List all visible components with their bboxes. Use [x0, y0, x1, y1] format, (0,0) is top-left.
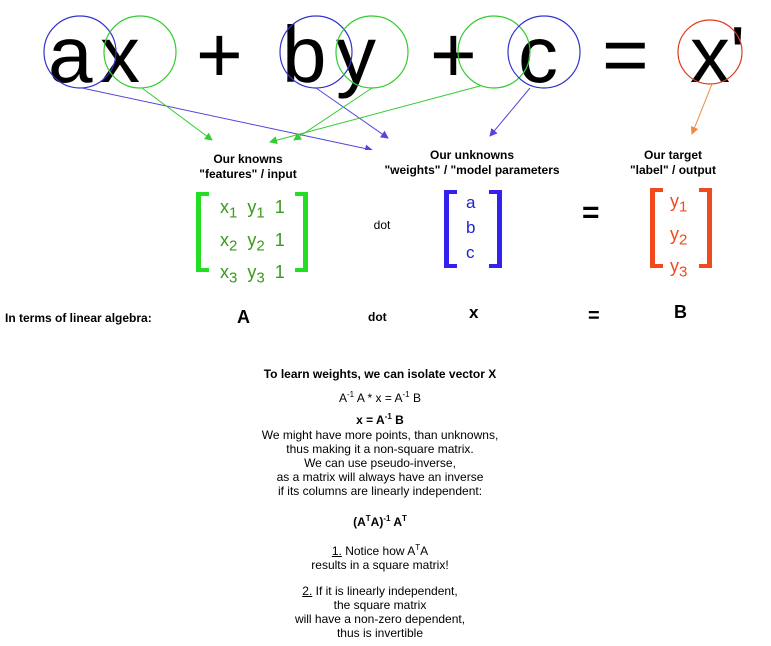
paragraph-line-4: as a matrix will always have an inverse: [276, 470, 484, 484]
explanation-step2: x = A-1 B: [356, 412, 404, 427]
explanation-heading: To learn weights, we can isolate vector …: [263, 367, 497, 381]
note-1-line-2: results in a square matrix!: [311, 558, 449, 572]
paragraph-line-1: We might have more points, than unknowns…: [261, 428, 499, 442]
note-2-line-1: 2. If it is linearly independent,: [200, 584, 560, 598]
note-2-line-3: will have a non-zero dependent,: [294, 612, 466, 626]
target-left-bracket: [650, 188, 663, 268]
knowns-title: Our knowns: [213, 152, 283, 166]
unknowns-rows: a b c: [466, 190, 475, 265]
la-dot: dot: [368, 310, 387, 324]
circle-x: [103, 15, 177, 89]
knowns-rows: x1 y1 1 x2 y2 1 x3 y3 1: [220, 194, 285, 292]
target-rows: y1 y2 y3: [670, 188, 687, 286]
pseudo-inverse-formula: (ATA)-1 AT: [353, 514, 407, 529]
unknowns-right-bracket: [489, 190, 502, 268]
paragraph-line-3: We can use pseudo-inverse,: [304, 456, 456, 470]
circle-c: [507, 15, 581, 89]
term-a: a: [48, 10, 93, 99]
knowns-right-bracket: [295, 192, 308, 272]
circle-one: [457, 15, 531, 89]
target-title: Our target: [643, 148, 702, 162]
note-1-line-1: 1. Notice how ATA: [331, 543, 429, 558]
note-2-line-1-text: If it is linearly independent,: [315, 584, 458, 598]
unknowns-label: Our unknowns "weights" / "model paramete…: [372, 148, 572, 178]
explanation-step1: A-1 A * x = A-1 B: [339, 390, 421, 405]
unknowns-left-bracket: [444, 190, 457, 268]
arrow-x: [141, 87, 213, 141]
knowns-left-bracket: [196, 192, 209, 272]
unknowns-row-1: a: [466, 193, 476, 212]
paragraph-line-2: thus making it a non-square matrix.: [286, 442, 474, 456]
term-b: b: [282, 10, 327, 99]
unknowns-subtitle: "weights" / "model parameters: [384, 163, 560, 177]
target-matrix: y1 y2 y3: [650, 188, 712, 281]
unknowns-matrix: a b c: [444, 190, 502, 268]
target-row-3: y3: [670, 256, 688, 281]
unknowns-row-2: b: [466, 218, 476, 237]
target-label: Our target "label" / output: [618, 148, 728, 178]
term-plus1: +: [196, 10, 243, 99]
note-2-line-2: the square matrix: [333, 598, 427, 612]
arrow-one: [269, 85, 481, 145]
knowns-row-3: x3 y3 1: [220, 262, 285, 287]
term-y: y: [336, 10, 376, 99]
la-B: B: [674, 302, 687, 322]
la-x: x: [469, 303, 479, 322]
note-1-number: 1.: [331, 544, 342, 558]
knowns-matrix: x1 y1 1 x2 y2 1 x3 y3 1: [196, 192, 308, 287]
la-equals: =: [588, 305, 600, 327]
dot-op: dot: [373, 218, 391, 232]
explanation-paragraph: We might have more points, than unknowns…: [200, 428, 560, 498]
note-2-number: 2.: [302, 584, 313, 598]
knowns-label: Our knowns "features" / input: [178, 152, 318, 182]
term-c: c: [518, 10, 558, 99]
equation-diagram: a x + b y + c = x': [43, 10, 745, 150]
unknowns-title: Our unknowns: [430, 148, 514, 162]
arrow-a: [81, 87, 373, 150]
paragraph-line-5: if its columns are linearly independent:: [277, 484, 483, 498]
circle-a: [43, 15, 117, 89]
term-x: x: [100, 10, 140, 99]
term-equals: =: [602, 10, 649, 99]
note-2-line-4: thus is invertible: [336, 626, 424, 640]
note-2: 2. If it is linearly independent, the sq…: [200, 584, 560, 640]
arrow-target: [690, 83, 713, 135]
equals-op: =: [582, 196, 600, 229]
la-A: A: [237, 307, 250, 327]
arrow-y: [293, 87, 373, 141]
note-1: 1. Notice how ATA results in a square ma…: [200, 541, 560, 572]
target-subtitle: "label" / output: [629, 163, 717, 177]
arrow-b: [315, 87, 389, 139]
target-row-1: y1: [670, 191, 688, 216]
term-xprime: x': [690, 10, 745, 99]
term-plus2: +: [430, 10, 477, 99]
knowns-subtitle: "features" / input: [199, 167, 297, 181]
target-row-2: y2: [670, 223, 688, 249]
knowns-row-2: x2 y2 1: [220, 229, 285, 255]
target-right-bracket: [699, 188, 712, 268]
linear-algebra-label: In terms of linear algebra:: [5, 311, 152, 325]
arrow-c: [489, 87, 531, 137]
unknowns-row-3: c: [466, 243, 475, 262]
circle-target: [677, 19, 743, 85]
knowns-row-1: x1 y1 1: [220, 197, 285, 222]
